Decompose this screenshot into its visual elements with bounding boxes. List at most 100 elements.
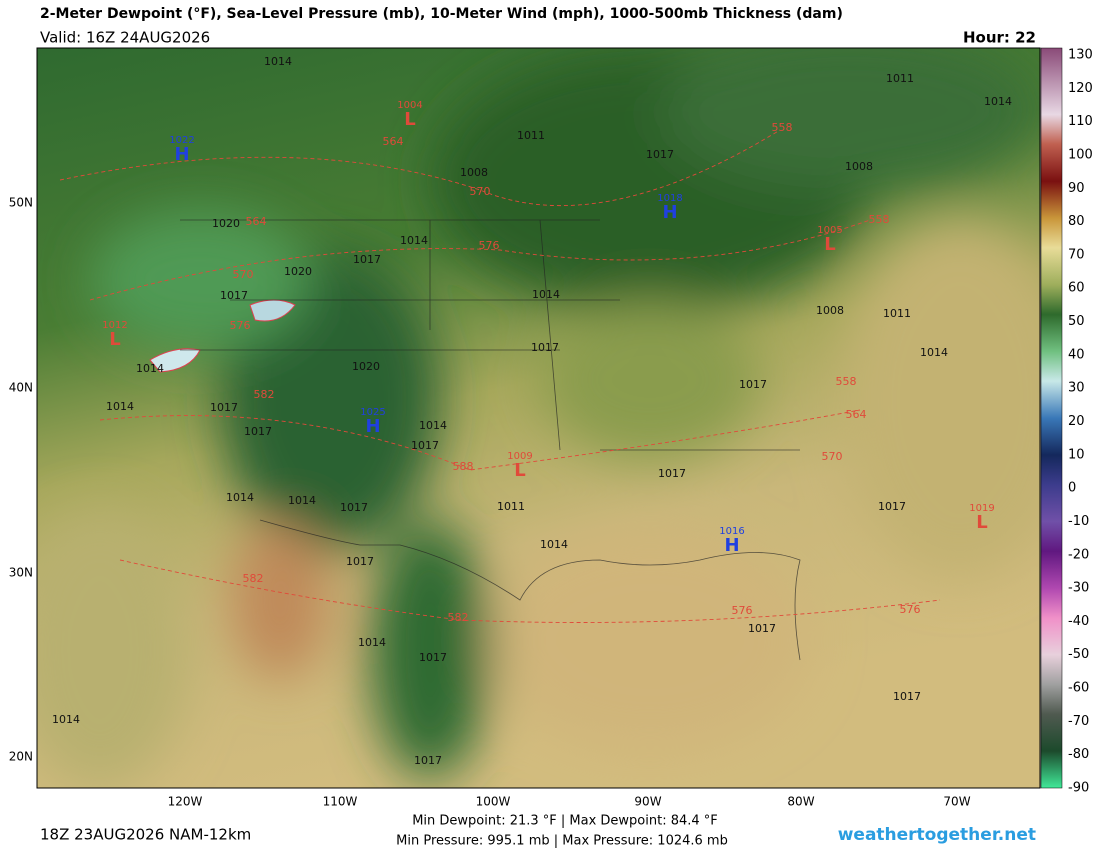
thickness-label: 582: [243, 572, 264, 585]
isobar-label: 1014: [106, 400, 134, 413]
isobar-label: 1011: [883, 307, 911, 320]
model-run: 18Z 23AUG2026 NAM-12km: [40, 826, 251, 844]
isobar-label: 1017: [893, 690, 921, 703]
isobar-label: 1020: [212, 217, 240, 230]
colorbar-label: -40: [1068, 614, 1089, 629]
isobar-label: 1014: [400, 234, 428, 247]
center-letter: H: [724, 535, 739, 556]
isobar-label: 1014: [532, 288, 560, 301]
colorbar-label: -20: [1068, 547, 1089, 562]
thickness-label: 564: [246, 215, 267, 228]
lon-label: 80W: [787, 795, 814, 809]
thickness-label: 576: [230, 319, 251, 332]
thickness-label: 582: [448, 611, 469, 624]
isobar-label: 1017: [414, 754, 442, 767]
isobar-label: 1020: [284, 265, 312, 278]
map-frame: [36, 47, 1041, 789]
colorbar-label: 20: [1068, 414, 1085, 429]
colorbar-label: -10: [1068, 514, 1089, 529]
isobar-label: 1017: [210, 401, 238, 414]
thickness-label: 558: [869, 213, 890, 226]
colorbar: [1040, 47, 1063, 789]
center-letter: H: [174, 144, 189, 165]
center-letter: H: [365, 416, 380, 437]
map: 1022 H 1004 L 1018 H 1005 L 1012 L 1025 …: [37, 48, 1040, 788]
colorbar-label: -70: [1068, 714, 1089, 729]
lon-label: 90W: [634, 795, 661, 809]
colorbar-label: 40: [1068, 347, 1085, 362]
center-letter: L: [976, 512, 987, 533]
isobar-label: 1017: [658, 467, 686, 480]
title: 2-Meter Dewpoint (°F), Sea-Level Pressur…: [40, 6, 843, 22]
center-value: 1012: [102, 320, 127, 331]
colorbar-label: 110: [1068, 114, 1093, 129]
colorbar-label: 10: [1068, 447, 1085, 462]
isobar-label: 1020: [352, 360, 380, 373]
colorbar-label: 100: [1068, 147, 1093, 162]
thickness-label: 564: [383, 135, 404, 148]
thickness-label: 576: [900, 603, 921, 616]
center-value: 1025: [360, 407, 385, 418]
isobar-label: 1014: [136, 362, 164, 375]
pressure-stats: Min Pressure: 995.1 mb | Max Pressure: 1…: [396, 834, 728, 849]
center-value: 1022: [169, 135, 194, 146]
forecast-hour: Hour: 22: [963, 29, 1036, 47]
isobar-label: 1011: [517, 129, 545, 142]
thickness-label: 570: [822, 450, 843, 463]
lon-label: 120W: [168, 795, 203, 809]
thickness-label: 576: [732, 604, 753, 617]
valid-time: Valid: 16Z 24AUG2026: [40, 29, 210, 47]
isobar-label: 1014: [984, 95, 1012, 108]
colorbar-label: -30: [1068, 581, 1089, 596]
colorbar-label: -90: [1068, 781, 1089, 796]
colorbar-label: 50: [1068, 314, 1085, 329]
lat-label: 40N: [9, 381, 33, 395]
thickness-label: 570: [470, 185, 491, 198]
colorbar-label: -80: [1068, 747, 1089, 762]
center-letter: H: [662, 202, 677, 223]
isobar-label: 1017: [346, 555, 374, 568]
lat-label: 30N: [9, 566, 33, 580]
lon-label: 110W: [323, 795, 358, 809]
isobar-label: 1014: [920, 346, 948, 359]
isobar-label: 1017: [646, 148, 674, 161]
lat-label: 20N: [9, 750, 33, 764]
isobar-label: 1014: [226, 491, 254, 504]
colorbar-label: 120: [1068, 81, 1093, 96]
colorbar-label: -60: [1068, 681, 1089, 696]
lat-label: 50N: [9, 196, 33, 210]
isobar-label: 1017: [531, 341, 559, 354]
isobar-label: 1014: [419, 419, 447, 432]
center-value: 1009: [507, 451, 532, 462]
colorbar-label: 70: [1068, 247, 1085, 262]
thickness-label: 564: [846, 408, 867, 421]
isobar-label: 1017: [739, 378, 767, 391]
isobar-label: 1008: [845, 160, 873, 173]
thickness-label: 576: [479, 239, 500, 252]
isobar-label: 1017: [411, 439, 439, 452]
colorbar-label: 80: [1068, 214, 1085, 229]
thickness-label: 582: [254, 388, 275, 401]
isobar-label: 1014: [540, 538, 568, 551]
isobar-label: 1008: [460, 166, 488, 179]
isobar-label: 1011: [886, 72, 914, 85]
center-letter: L: [404, 109, 415, 130]
center-value: 1005: [817, 225, 842, 236]
site-credit: weathertogether.net: [838, 825, 1036, 845]
isobar-label: 1014: [288, 494, 316, 507]
center-value: 1004: [397, 100, 422, 111]
lon-label: 100W: [476, 795, 511, 809]
isobar-label: 1017: [878, 500, 906, 513]
center-letter: L: [824, 234, 835, 255]
colorbar-label: -50: [1068, 647, 1089, 662]
isobar-label: 1017: [220, 289, 248, 302]
thickness-label: 570: [233, 268, 254, 281]
lon-label: 70W: [943, 795, 970, 809]
thickness-label: 588: [453, 460, 474, 473]
isobar-label: 1008: [816, 304, 844, 317]
colorbar-label: 130: [1068, 48, 1093, 63]
isobar-label: 1017: [419, 651, 447, 664]
thickness-label: 558: [772, 121, 793, 134]
isobar-label: 1017: [340, 501, 368, 514]
